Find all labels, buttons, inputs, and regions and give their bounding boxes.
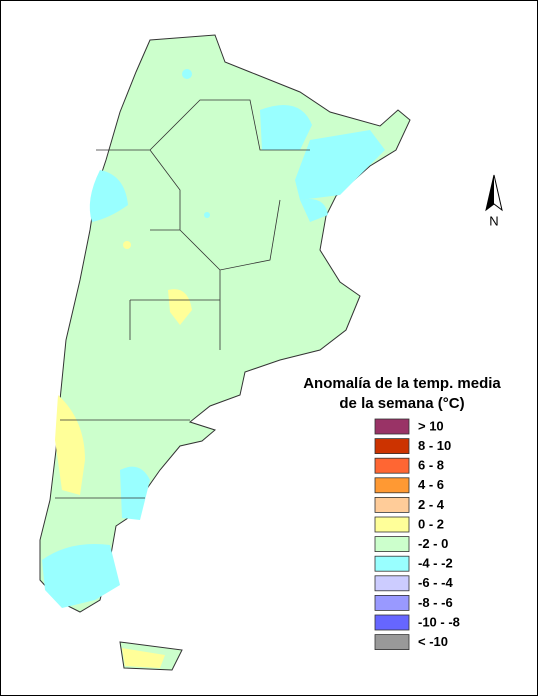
legend-label: < -10 (418, 634, 448, 649)
north-arrow: N (485, 174, 503, 228)
legend-title: Anomalía de la temp. media (303, 375, 501, 392)
legend-swatch (374, 536, 410, 552)
legend-swatch (374, 516, 410, 533)
legend-swatch (374, 438, 410, 455)
legend: Anomalía de la temp. media de la semana … (303, 375, 501, 650)
north-label: N (489, 213, 498, 228)
legend-swatch (374, 418, 410, 435)
legend-label: -4 - -2 (418, 556, 453, 571)
legend-label: > 10 (418, 418, 444, 433)
legend-label: -2 - 0 (418, 536, 448, 551)
legend-swatch (374, 477, 410, 494)
legend-label: 6 - 8 (418, 458, 444, 473)
legend-swatch (374, 555, 410, 572)
legend-swatch (374, 575, 410, 592)
legend-swatch (374, 595, 410, 611)
legend-label: 0 - 2 (418, 516, 444, 531)
legend-swatch (374, 457, 410, 474)
legend-title: de la semana (°C) (339, 395, 464, 412)
legend-label: 2 - 4 (418, 497, 445, 512)
legend-label: -10 - -8 (418, 614, 460, 629)
legend-swatch (374, 614, 410, 631)
legend-label: 8 - 10 (418, 438, 451, 453)
legend-label: -8 - -6 (418, 595, 453, 610)
legend-swatch (374, 634, 410, 650)
argentina-map (39, 34, 411, 671)
legend-label: -6 - -4 (418, 575, 453, 590)
legend-label: 4 - 6 (418, 477, 444, 492)
legend-swatch (374, 496, 410, 513)
